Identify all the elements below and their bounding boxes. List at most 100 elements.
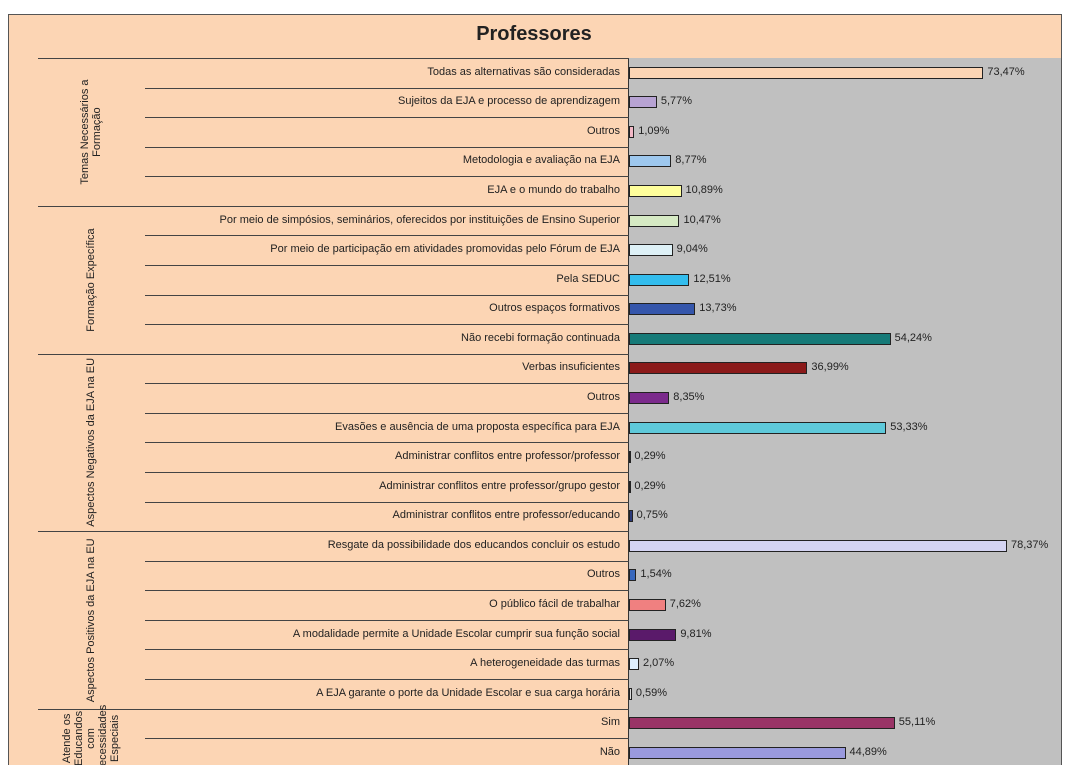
row-divider: [145, 412, 629, 414]
category-label: O público fácil de trabalhar: [489, 598, 620, 611]
bar: [629, 273, 690, 286]
value-label: 1,09%: [638, 124, 670, 137]
category-label: Sujeitos da EJA e processo de aprendizag…: [398, 95, 620, 108]
bar: [629, 332, 891, 345]
category-label: Outros: [586, 391, 620, 404]
group-divider: [38, 531, 629, 533]
row-divider: [145, 87, 629, 89]
category-label: Sim: [601, 716, 620, 729]
row-divider: [145, 235, 629, 237]
row-divider: [145, 649, 629, 651]
bar: [629, 539, 1007, 552]
value-label: 73,47%: [987, 65, 1025, 78]
bar: [629, 244, 673, 257]
row-divider: [145, 264, 629, 266]
category-label: Não: [599, 745, 620, 758]
bar: [629, 362, 808, 375]
row-divider: [145, 590, 629, 592]
bar: [629, 569, 637, 582]
bar: [629, 303, 696, 316]
category-label: Outros: [586, 124, 620, 137]
row-divider: [145, 294, 629, 296]
bar: [629, 155, 672, 168]
value-label: 2,07%: [642, 657, 675, 670]
group-divider: [38, 58, 629, 59]
value-label: 55,11%: [898, 716, 936, 729]
bar: [629, 658, 639, 671]
value-label: 0,29%: [634, 450, 666, 463]
group-divider: [38, 205, 629, 207]
category-label: Metodologia e avaliação na EJA: [462, 154, 620, 167]
value-label: 5,77%: [660, 95, 693, 108]
row-divider: [145, 678, 629, 680]
category-label: Outros espaços formativos: [489, 302, 620, 315]
category-label: Por meio de simpósios, seminários, ofere…: [219, 213, 620, 226]
category-label: Por meio de participação em atividades p…: [270, 243, 620, 256]
bar: [629, 717, 895, 730]
value-label: 0,75%: [636, 509, 668, 522]
row-divider: [145, 176, 629, 178]
bar: [629, 185, 682, 198]
bar: [629, 125, 635, 138]
row-divider: [145, 501, 629, 503]
value-label: 10,89%: [685, 184, 723, 197]
bar: [629, 480, 631, 493]
bar: [629, 510, 633, 523]
category-label: Evasões e ausência de uma proposta espec…: [335, 420, 620, 433]
bar: [629, 421, 887, 434]
category-label: Administrar conflitos entre professor/pr…: [395, 450, 620, 463]
value-label: 54,24%: [894, 331, 932, 344]
row-divider: [145, 471, 629, 473]
row-divider: [145, 619, 629, 621]
bar: [629, 687, 632, 700]
category-label: A modalidade permite a Unidade Escolar c…: [292, 627, 620, 640]
category-label: Outros: [586, 568, 620, 581]
value-label: 13,73%: [699, 302, 737, 315]
value-label: 1,54%: [640, 568, 672, 581]
group-label: Aspectos Positivos da EJA na EU: [84, 537, 97, 702]
bar: [629, 746, 846, 759]
category-label: Não recebi formação continuada: [461, 331, 620, 344]
category-label: Resgate da possibilidade dos educandos c…: [327, 538, 620, 551]
row-divider: [145, 442, 629, 444]
group-divider: [38, 708, 629, 710]
value-label: 0,29%: [634, 479, 666, 492]
row-divider: [145, 324, 629, 326]
category-label: A EJA garante o porte da Unidade Escolar…: [316, 686, 620, 699]
category-label: Administrar conflitos entre professor/ed…: [392, 509, 620, 522]
group-label: Aspectos Negativos da EJA na EU: [84, 358, 97, 527]
group-divider: [38, 353, 629, 355]
row-divider: [145, 117, 629, 119]
category-label: Pela SEDUC: [556, 272, 620, 285]
value-label: 12,51%: [693, 272, 731, 285]
category-label: EJA e o mundo do trabalho: [487, 184, 620, 197]
bar: [629, 628, 677, 641]
value-label: 9,04%: [676, 243, 708, 256]
value-label: 78,37%: [1011, 538, 1049, 551]
value-label: 10,47%: [683, 213, 721, 226]
bar: [629, 451, 631, 464]
value-label: 53,33%: [890, 420, 928, 433]
value-label: 9,81%: [680, 627, 712, 640]
category-label: Verbas insuficientes: [522, 361, 620, 374]
bar: [629, 96, 657, 109]
row-divider: [145, 146, 629, 148]
category-label: Administrar conflitos entre professor/gr…: [379, 479, 620, 492]
value-label: 44,89%: [849, 745, 887, 758]
value-label: 8,35%: [673, 391, 705, 404]
row-divider: [145, 738, 629, 740]
bar: [629, 214, 680, 227]
bar: [629, 599, 666, 612]
value-label: 0,59%: [635, 686, 668, 699]
plot-area: [628, 58, 1061, 765]
value-label: 8,77%: [675, 154, 707, 167]
category-label: A heterogeneidade das turmas: [470, 657, 620, 670]
row-divider: [145, 560, 629, 562]
chart-title: Professores: [476, 23, 592, 45]
bar: [629, 66, 984, 79]
value-label: 7,62%: [669, 598, 701, 611]
category-label: Todas as alternativas são consideradas: [427, 65, 620, 78]
bar: [629, 392, 670, 405]
value-label: 36,99%: [811, 361, 849, 374]
